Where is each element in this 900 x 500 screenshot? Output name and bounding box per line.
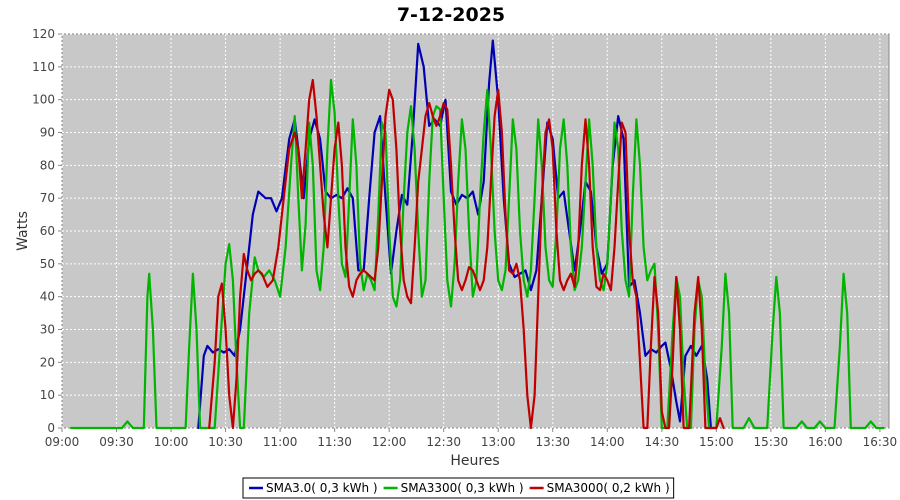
y-tick-label: 80: [40, 158, 55, 172]
y-axis-title: Watts: [15, 211, 31, 251]
x-tick-label: 12:30: [426, 435, 461, 449]
y-tick-label: 90: [40, 126, 55, 140]
series-line-3: [208, 78, 725, 430]
x-tick-label: 16:30: [863, 435, 898, 449]
y-tick-label: 20: [40, 355, 55, 369]
y-tick-label: 40: [40, 290, 55, 304]
series-lines: [69, 39, 885, 430]
x-tick-label: 12:00: [372, 435, 407, 449]
y-tick-label: 120: [32, 27, 55, 41]
legend-box: [242, 477, 675, 499]
y-tick-label: 10: [40, 388, 55, 402]
y-tick-label: 60: [40, 224, 55, 238]
y-axis-ticks: 0 10 20 30 40 50 60 70 80 90 100 110 120: [32, 27, 62, 435]
x-axis-ticks: 09:00 09:30 10:00 10:30 11:00 11:30 12:00 12:30…: [45, 428, 898, 449]
x-tick-label: 10:00: [154, 435, 189, 449]
legend-label: SMA3.0( 0,3 kWh ): [266, 481, 378, 495]
x-tick-label: 11:00: [263, 435, 298, 449]
x-tick-label: 15:00: [699, 435, 734, 449]
y-tick-label: 100: [32, 93, 55, 107]
legend: SMA3.0( 0,3 kWh ) SMA3300( 0,3 kWh ) SMA30…: [242, 477, 675, 499]
y-tick-label: 30: [40, 323, 55, 337]
x-tick-label: 15:30: [754, 435, 789, 449]
x-tick-label: 13:30: [535, 435, 570, 449]
x-tick-label: 14:30: [645, 435, 680, 449]
x-tick-label: 10:30: [208, 435, 243, 449]
x-axis-title: Heures: [450, 453, 499, 469]
y-tick-label: 110: [32, 60, 55, 74]
x-tick-label: 16:00: [808, 435, 843, 449]
x-tick-label: 11:30: [317, 435, 352, 449]
chart-title: 7-12-2025: [397, 4, 505, 26]
x-tick-label: 09:00: [45, 435, 80, 449]
legend-label: SMA3000( 0,2 kWh ): [547, 481, 670, 495]
y-tick-label: 70: [40, 191, 55, 205]
x-tick-label: 09:30: [99, 435, 134, 449]
x-tick-label: 13:00: [481, 435, 516, 449]
x-tick-label: 14:00: [590, 435, 625, 449]
y-tick-label: 50: [40, 257, 55, 271]
legend-label: SMA3300( 0,3 kWh ): [401, 481, 524, 495]
y-tick-label: 0: [47, 421, 55, 435]
